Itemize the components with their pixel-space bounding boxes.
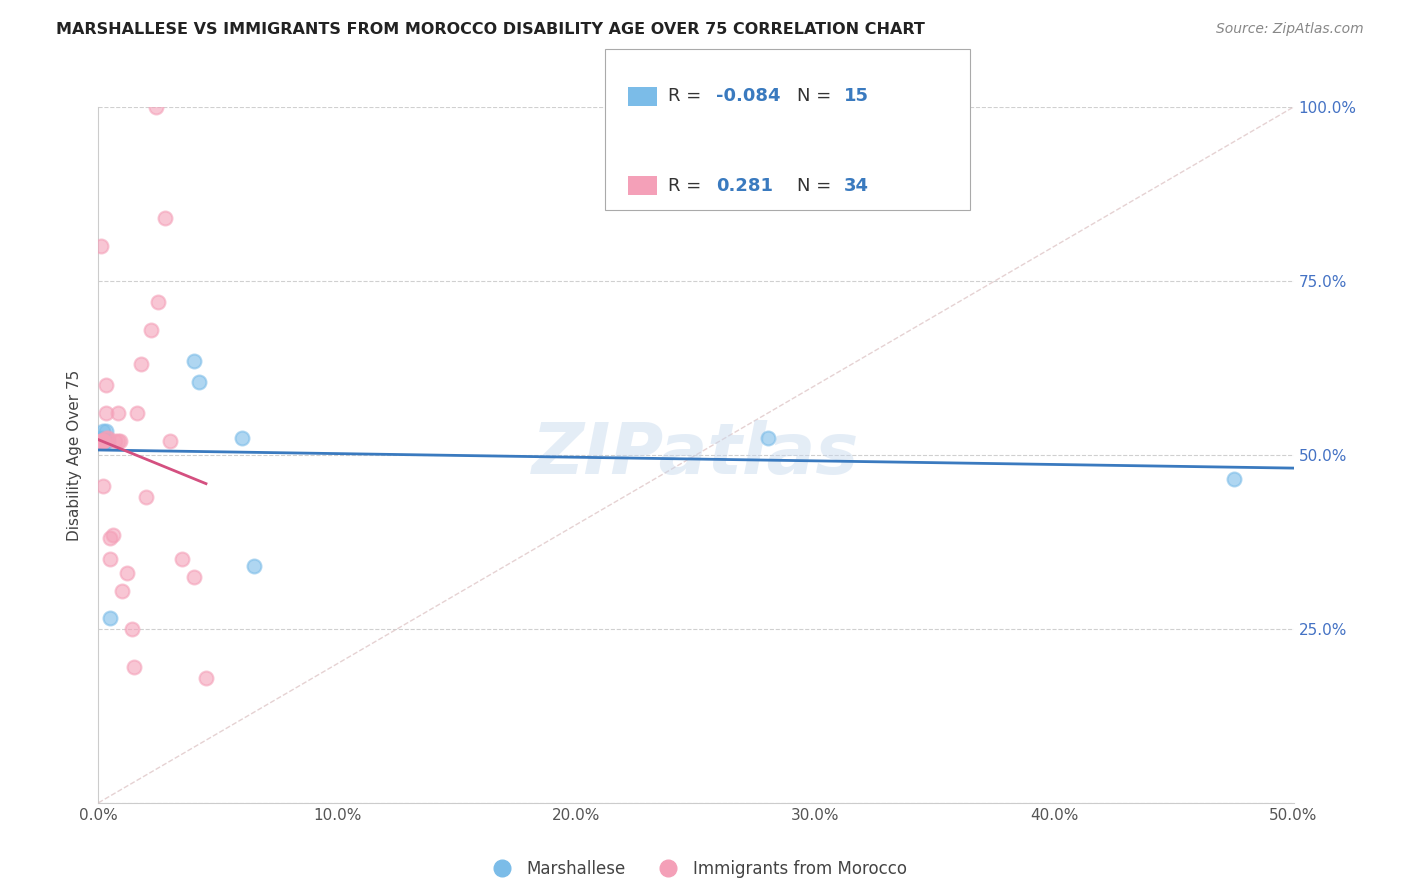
Point: [94, 378, 117, 392]
Point: [155, 211, 177, 226]
Point: [107, 406, 129, 420]
Point: [94, 434, 117, 448]
Text: R =: R =: [668, 87, 707, 105]
Point: [104, 434, 127, 448]
Point: [94, 434, 117, 448]
Text: ZIPatlas: ZIPatlas: [533, 420, 859, 490]
Point: [183, 570, 205, 584]
Point: [97, 434, 120, 448]
Point: [125, 406, 148, 420]
Point: [90, 434, 112, 448]
Text: 34: 34: [844, 177, 869, 194]
Point: [90, 434, 112, 448]
Point: [97, 431, 120, 445]
Point: [91, 434, 114, 448]
Legend: Marshallese, Immigrants from Morocco: Marshallese, Immigrants from Morocco: [478, 854, 914, 885]
Point: [1222, 472, 1246, 486]
Text: N =: N =: [797, 177, 837, 194]
Text: Source: ZipAtlas.com: Source: ZipAtlas.com: [1216, 22, 1364, 37]
Point: [139, 323, 162, 337]
Point: [145, 100, 167, 114]
Point: [124, 660, 146, 674]
Point: [756, 431, 779, 445]
Y-axis label: Disability Age Over 75: Disability Age Over 75: [67, 369, 83, 541]
Point: [91, 434, 114, 448]
Point: [90, 434, 112, 448]
Point: [91, 434, 114, 448]
Point: [91, 424, 114, 438]
Point: [187, 375, 209, 389]
Text: MARSHALLESE VS IMMIGRANTS FROM MOROCCO DISABILITY AGE OVER 75 CORRELATION CHART: MARSHALLESE VS IMMIGRANTS FROM MOROCCO D…: [56, 22, 925, 37]
Text: -0.084: -0.084: [716, 87, 780, 105]
Point: [121, 622, 143, 636]
Text: R =: R =: [668, 177, 707, 194]
Point: [98, 532, 122, 546]
Point: [231, 431, 253, 445]
Text: 0.281: 0.281: [716, 177, 773, 194]
Text: 15: 15: [844, 87, 869, 105]
Point: [101, 528, 124, 542]
Point: [183, 354, 205, 368]
Point: [111, 583, 134, 598]
Point: [90, 434, 112, 448]
Point: [135, 490, 157, 504]
Point: [159, 434, 181, 448]
Point: [115, 566, 138, 581]
Text: N =: N =: [797, 87, 837, 105]
Point: [98, 611, 122, 625]
Point: [91, 479, 114, 493]
Point: [194, 671, 218, 685]
Point: [91, 434, 114, 448]
Point: [94, 406, 117, 420]
Point: [90, 239, 112, 253]
Point: [107, 434, 129, 448]
Point: [94, 424, 117, 438]
Point: [148, 294, 170, 309]
Point: [172, 552, 194, 566]
Point: [131, 358, 153, 372]
Point: [94, 431, 117, 445]
Point: [90, 431, 112, 445]
Point: [243, 559, 266, 574]
Point: [98, 552, 122, 566]
Point: [108, 434, 131, 448]
